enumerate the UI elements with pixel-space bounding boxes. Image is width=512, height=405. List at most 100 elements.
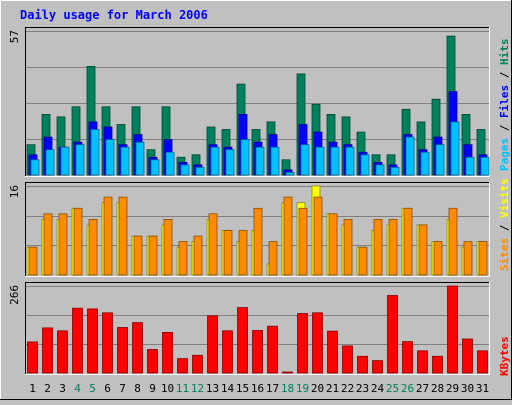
bar-kbytes-day-21 <box>327 330 338 374</box>
x-tick-label-day-24: 24 <box>371 382 385 395</box>
bar-pages-day-10 <box>165 151 175 176</box>
x-tick-label-day-23: 23 <box>356 382 369 395</box>
bar-kbytes-day-24 <box>372 360 383 374</box>
bar-pages-day-13 <box>210 146 220 176</box>
legend-sites: Sites <box>498 238 511 271</box>
x-tick-label-day-12: 12 <box>191 382 204 395</box>
x-tick-label-day-20: 20 <box>311 382 324 395</box>
bar-sites-day-6 <box>103 196 113 276</box>
bar-pages-day-16 <box>255 146 265 176</box>
x-tick-label-day-25: 25 <box>386 382 399 395</box>
series-kbytes <box>27 285 488 374</box>
bar-kbytes-day-26 <box>402 341 413 374</box>
bar-sites-day-18 <box>283 196 293 276</box>
bar-pages-day-27 <box>420 151 430 176</box>
bar-kbytes-day-29 <box>447 285 458 374</box>
legend-kbytes: KBytes <box>498 336 511 376</box>
x-tick-label-day-15: 15 <box>236 382 249 395</box>
legend-visits: Visits <box>498 178 511 218</box>
y-max-label: 16 <box>8 185 21 198</box>
bar-sites-day-26 <box>403 207 413 276</box>
bar-sites-day-3 <box>58 213 68 276</box>
y-max-label: 266 <box>8 285 21 305</box>
bar-kbytes-day-5 <box>87 308 98 374</box>
x-tick-label-day-5: 5 <box>89 382 96 395</box>
x-tick-label-day-14: 14 <box>221 382 235 395</box>
bar-kbytes-day-22 <box>342 345 353 374</box>
bar-kbytes-day-1 <box>27 341 38 374</box>
bar-pages-day-20 <box>315 146 325 176</box>
bar-sites-day-30 <box>463 241 473 276</box>
bar-kbytes-day-18 <box>282 371 293 374</box>
bar-kbytes-day-31 <box>477 350 488 374</box>
bar-pages-day-1 <box>30 159 40 176</box>
x-tick-label-day-11: 11 <box>176 382 189 395</box>
x-tick-label-day-18: 18 <box>281 382 294 395</box>
x-tick-label-day-27: 27 <box>416 382 429 395</box>
x-tick-label-day-17: 17 <box>266 382 279 395</box>
bar-kbytes-day-11 <box>177 358 188 374</box>
bar-sites-day-21 <box>328 213 338 276</box>
bar-pages-day-2 <box>45 149 55 176</box>
legend-files: Files <box>498 85 511 118</box>
bar-kbytes-day-28 <box>432 355 443 374</box>
bar-pages-day-7 <box>120 146 130 176</box>
bar-sites-day-31 <box>478 241 488 276</box>
bar-kbytes-day-7 <box>117 327 128 374</box>
bar-kbytes-day-4 <box>72 307 83 374</box>
bar-kbytes-day-2 <box>42 327 53 374</box>
bar-sites-day-17 <box>268 241 278 276</box>
bar-pages-day-11 <box>180 164 190 176</box>
bar-pages-day-30 <box>465 156 475 176</box>
bar-sites-day-2 <box>43 213 53 276</box>
bar-sites-day-1 <box>28 246 38 276</box>
bar-pages-day-31 <box>480 156 490 176</box>
bar-pages-day-25 <box>390 166 400 176</box>
bar-kbytes-day-16 <box>252 330 263 374</box>
legend-separator: / <box>498 118 511 138</box>
bar-sites-day-19 <box>298 207 308 276</box>
x-tick-label-day-16: 16 <box>251 382 264 395</box>
bar-kbytes-day-8 <box>132 322 143 374</box>
bar-kbytes-day-27 <box>417 350 428 374</box>
bar-sites-day-11 <box>178 241 188 276</box>
bar-sites-day-5 <box>88 218 98 276</box>
bar-pages-day-5 <box>90 129 100 176</box>
bar-pages-day-6 <box>105 139 115 176</box>
series-legend: KBytes <box>498 336 511 376</box>
bar-pages-day-4 <box>75 144 85 176</box>
bar-sites-day-23 <box>358 246 368 276</box>
bar-sites-day-8 <box>133 235 143 276</box>
bar-pages-day-24 <box>375 164 385 176</box>
panel-kbytes: 266 KBytes <box>8 282 511 376</box>
legend-separator: / <box>498 218 511 238</box>
x-tick-label-day-1: 1 <box>29 382 36 395</box>
bar-kbytes-day-10 <box>162 331 173 374</box>
bar-sites-day-9 <box>148 235 158 276</box>
bar-sites-day-16 <box>253 207 263 276</box>
bar-kbytes-day-9 <box>147 349 158 374</box>
bar-sites-day-12 <box>193 235 203 276</box>
x-tick-label-day-10: 10 <box>161 382 174 395</box>
bar-pages-day-26 <box>405 136 415 176</box>
bar-kbytes-day-12 <box>192 354 203 374</box>
bar-pages-day-23 <box>360 154 370 176</box>
legend-separator: / <box>498 65 511 85</box>
bar-pages-day-19 <box>300 144 310 176</box>
panel-hits-files-pages: 57 Pages / Files / Hits <box>8 27 511 177</box>
bar-sites-day-14 <box>223 230 233 276</box>
bar-kbytes-day-23 <box>357 355 368 374</box>
x-tick-label-day-28: 28 <box>431 382 444 395</box>
x-tick-label-day-2: 2 <box>44 382 51 395</box>
bar-pages-day-14 <box>225 149 235 176</box>
bar-pages-day-18 <box>285 172 295 176</box>
series-sites <box>28 196 488 276</box>
bar-pages-day-17 <box>270 146 280 176</box>
x-tick-label-day-29: 29 <box>446 382 459 395</box>
x-tick-label-day-22: 22 <box>341 382 354 395</box>
x-tick-label-day-26: 26 <box>401 382 414 395</box>
bar-kbytes-day-19 <box>297 313 308 374</box>
bar-kbytes-day-25 <box>387 295 398 374</box>
